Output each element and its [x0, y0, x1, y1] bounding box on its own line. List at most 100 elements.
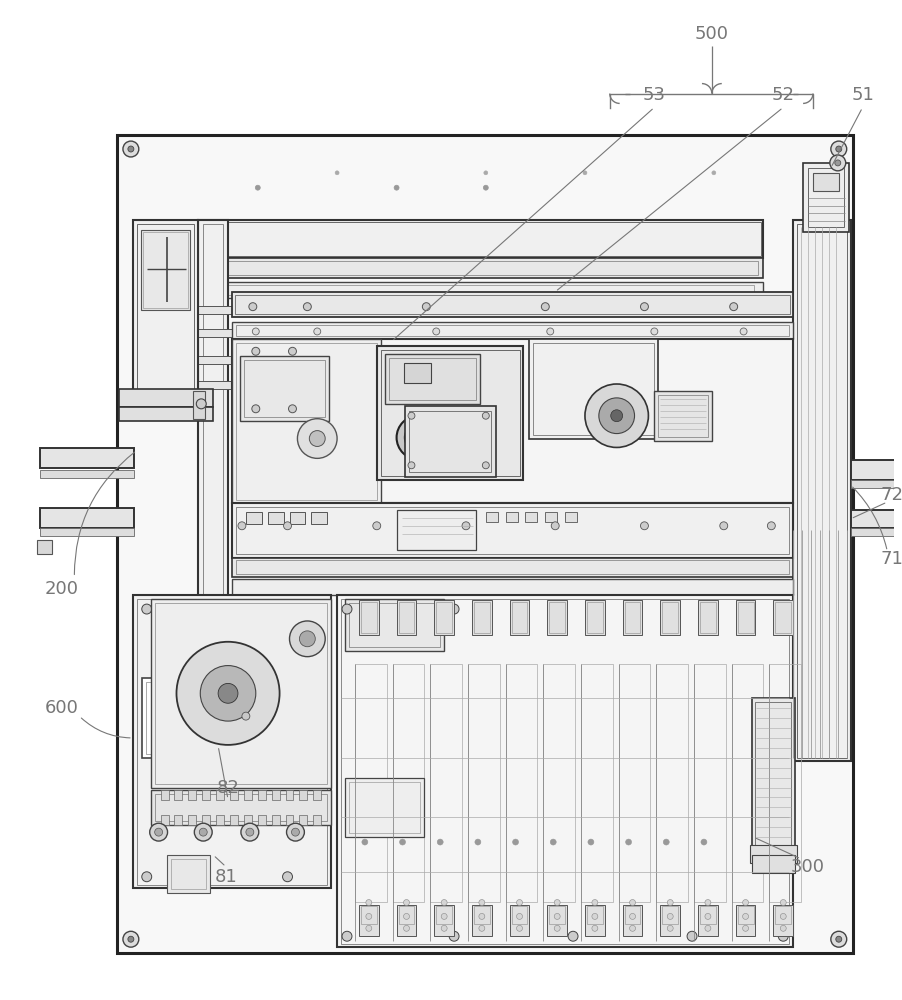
Bar	[384, 354, 480, 404]
Circle shape	[128, 936, 133, 942]
Bar	[40, 470, 133, 478]
Circle shape	[483, 171, 488, 175]
Circle shape	[462, 522, 470, 530]
Circle shape	[585, 384, 649, 447]
Circle shape	[778, 931, 788, 941]
Bar	[216, 815, 224, 825]
Bar	[189, 815, 197, 825]
Bar	[549, 906, 566, 924]
Circle shape	[336, 171, 339, 175]
Circle shape	[517, 913, 522, 919]
Bar	[286, 790, 293, 800]
Bar	[769, 664, 801, 902]
Circle shape	[741, 328, 747, 335]
Bar	[526, 512, 538, 522]
Bar	[170, 859, 207, 889]
Bar	[698, 905, 718, 936]
Circle shape	[551, 522, 559, 530]
Bar	[117, 135, 852, 953]
Bar	[510, 600, 529, 635]
Bar	[548, 600, 567, 635]
Circle shape	[314, 328, 321, 335]
Bar	[662, 602, 678, 633]
Bar	[240, 356, 329, 421]
Bar	[797, 224, 847, 758]
Circle shape	[479, 900, 484, 906]
Bar	[813, 173, 839, 191]
Bar	[202, 790, 210, 800]
Circle shape	[290, 621, 326, 657]
Text: 72: 72	[881, 486, 902, 504]
Bar	[750, 845, 797, 863]
Bar	[397, 510, 476, 550]
Bar	[154, 603, 327, 784]
Circle shape	[483, 462, 489, 469]
Bar	[474, 906, 490, 924]
Bar	[258, 815, 266, 825]
Circle shape	[554, 913, 560, 919]
Circle shape	[123, 141, 139, 157]
Bar	[359, 600, 379, 635]
Circle shape	[289, 347, 297, 355]
Circle shape	[667, 913, 673, 919]
Circle shape	[283, 522, 291, 530]
Circle shape	[342, 931, 352, 941]
Bar	[141, 230, 190, 310]
Bar	[198, 329, 233, 337]
Bar	[230, 790, 238, 800]
Bar	[658, 395, 708, 437]
Circle shape	[640, 522, 649, 530]
Bar	[133, 595, 331, 888]
Bar	[506, 664, 538, 902]
Circle shape	[836, 936, 842, 942]
Circle shape	[413, 433, 423, 442]
Bar	[246, 512, 262, 524]
Bar	[410, 411, 491, 472]
Circle shape	[404, 424, 432, 451]
Bar	[236, 560, 789, 574]
Bar	[543, 664, 575, 902]
Circle shape	[282, 604, 292, 614]
Bar	[37, 540, 51, 554]
Circle shape	[705, 925, 711, 931]
Circle shape	[705, 900, 711, 906]
Circle shape	[303, 303, 311, 311]
Circle shape	[373, 522, 381, 530]
Bar	[773, 600, 793, 635]
Bar	[392, 664, 424, 902]
Bar	[389, 358, 476, 400]
Circle shape	[626, 839, 631, 845]
Bar	[581, 664, 612, 902]
Bar	[236, 343, 377, 500]
Bar	[202, 815, 210, 825]
Bar	[585, 600, 604, 635]
Circle shape	[444, 416, 488, 459]
Bar	[700, 906, 716, 924]
Circle shape	[422, 303, 430, 311]
Circle shape	[705, 913, 711, 919]
Bar	[808, 168, 843, 227]
Bar	[468, 664, 500, 902]
Bar	[161, 815, 169, 825]
Circle shape	[583, 171, 587, 175]
Circle shape	[154, 828, 162, 836]
Bar	[437, 602, 452, 633]
Bar	[430, 664, 462, 902]
Circle shape	[441, 913, 447, 919]
Bar	[793, 220, 851, 761]
Circle shape	[651, 328, 658, 335]
Bar	[232, 322, 793, 339]
Bar	[313, 790, 321, 800]
Bar	[174, 790, 182, 800]
Circle shape	[780, 900, 787, 906]
Bar	[474, 602, 490, 633]
Circle shape	[701, 839, 707, 845]
Bar	[776, 602, 791, 633]
Bar	[142, 678, 221, 758]
Bar	[232, 339, 381, 503]
Circle shape	[200, 666, 256, 721]
Bar	[694, 664, 726, 902]
Bar	[751, 855, 796, 873]
Circle shape	[831, 141, 847, 157]
Circle shape	[291, 828, 299, 836]
